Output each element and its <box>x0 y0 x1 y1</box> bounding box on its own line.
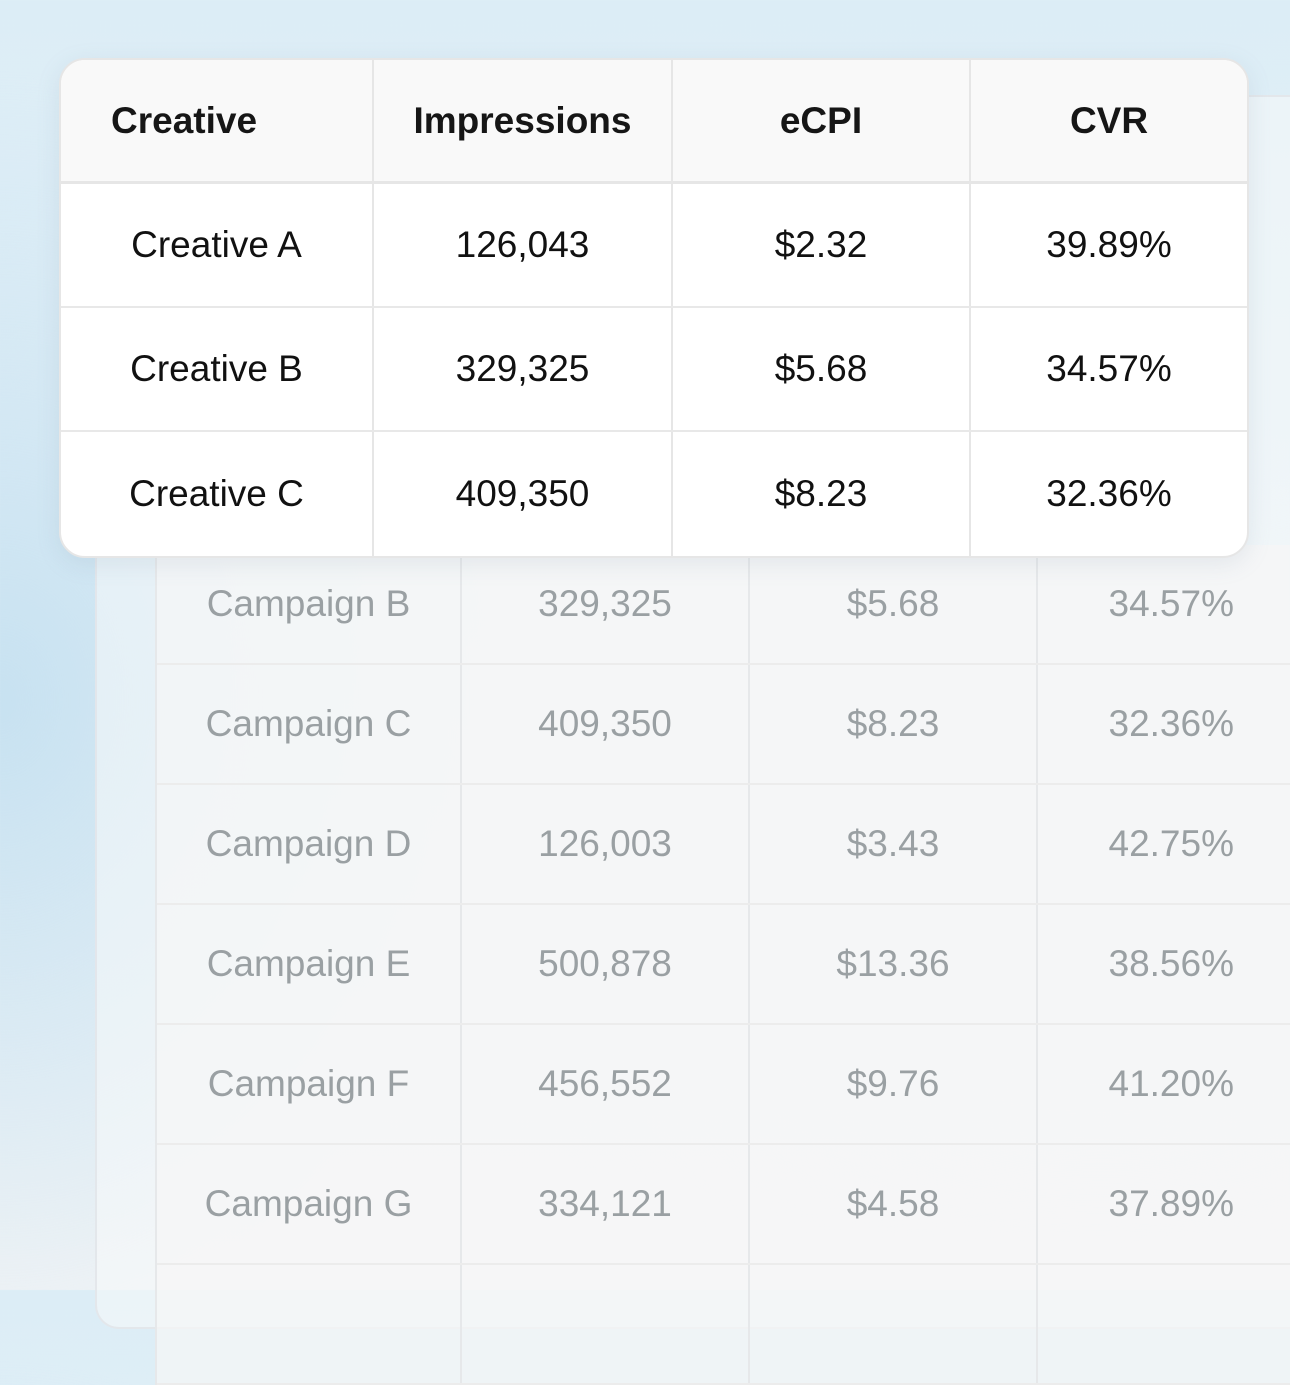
campaign-name-cell <box>157 1265 462 1383</box>
table-header-row: Creative Impressions eCPI CVR <box>61 60 1247 184</box>
ecpi-cell: $8.23 <box>673 432 971 556</box>
cvr-cell: 37.89% <box>1108 1183 1235 1224</box>
creative-name-cell: Creative A <box>61 184 374 306</box>
ecpi-cell: $9.76 <box>750 1025 1038 1143</box>
cvr-cell: 39.89% <box>1046 224 1172 265</box>
cvr-cell: 32.36% <box>1108 703 1235 744</box>
campaign-name-cell: Campaign G <box>157 1145 462 1263</box>
impressions-cell: 500,878 <box>462 905 750 1023</box>
table-row[interactable]: Creative C 409,350 $8.23 32.36% <box>61 432 1247 556</box>
ecpi-cell: $4.58 <box>750 1145 1038 1263</box>
column-header-cvr[interactable]: CVR <box>1069 99 1149 141</box>
cvr-cell: 34.57% <box>1108 583 1235 624</box>
cvr-cell: 42.75% <box>1108 823 1235 864</box>
campaign-name-cell: Campaign E <box>157 905 462 1023</box>
creatives-table-card: Creative Impressions eCPI CVR Creative A… <box>59 58 1249 558</box>
ecpi-cell: $8.23 <box>750 665 1038 783</box>
impressions-cell: 329,325 <box>462 545 750 663</box>
table-row[interactable]: Campaign B 329,325 $5.68 34.57% <box>157 545 1290 665</box>
impressions-cell: 126,043 <box>374 184 673 306</box>
ecpi-cell: $5.68 <box>750 545 1038 663</box>
cvr-cell: 34.57% <box>1046 348 1172 389</box>
impressions-cell: 409,350 <box>462 665 750 783</box>
cvr-cell: 41.20% <box>1108 1063 1235 1104</box>
ecpi-cell: $13.36 <box>750 905 1038 1023</box>
campaign-name-cell: Campaign D <box>157 785 462 903</box>
table-row[interactable]: Campaign D 126,003 $3.43 42.75% <box>157 785 1290 905</box>
impressions-cell <box>462 1265 750 1383</box>
table-row[interactable]: Campaign G 334,121 $4.58 37.89% <box>157 1145 1290 1265</box>
cvr-cell <box>1038 1265 1290 1383</box>
impressions-cell: 456,552 <box>462 1025 750 1143</box>
ecpi-cell: $3.43 <box>750 785 1038 903</box>
creative-name-cell: Creative C <box>61 432 374 556</box>
impressions-cell: 126,003 <box>462 785 750 903</box>
impressions-cell: 409,350 <box>374 432 673 556</box>
table-row[interactable] <box>157 1265 1290 1385</box>
impressions-cell: 329,325 <box>374 308 673 430</box>
campaign-name-cell: Campaign C <box>157 665 462 783</box>
column-header-creative[interactable]: Creative <box>61 60 374 181</box>
column-header-ecpi[interactable]: eCPI <box>673 60 971 181</box>
column-header-impressions[interactable]: Impressions <box>374 60 673 181</box>
table-row[interactable]: Campaign E 500,878 $13.36 38.56% <box>157 905 1290 1025</box>
campaign-name-cell: Campaign B <box>157 545 462 663</box>
table-row[interactable]: Creative B 329,325 $5.68 34.57% <box>61 308 1247 432</box>
table-row[interactable]: Campaign F 456,552 $9.76 41.20% <box>157 1025 1290 1145</box>
campaigns-table: Campaign B 329,325 $5.68 34.57% Campaign… <box>155 545 1290 1385</box>
ecpi-cell: $2.32 <box>673 184 971 306</box>
ecpi-cell: $5.68 <box>673 308 971 430</box>
campaign-name-cell: Campaign F <box>157 1025 462 1143</box>
table-row[interactable]: Creative A 126,043 $2.32 39.89% <box>61 184 1247 308</box>
creative-name-cell: Creative B <box>61 308 374 430</box>
cvr-cell: 32.36% <box>1046 473 1172 514</box>
impressions-cell: 334,121 <box>462 1145 750 1263</box>
ecpi-cell <box>750 1265 1038 1383</box>
table-row[interactable]: Campaign C 409,350 $8.23 32.36% <box>157 665 1290 785</box>
cvr-cell: 38.56% <box>1108 943 1235 984</box>
